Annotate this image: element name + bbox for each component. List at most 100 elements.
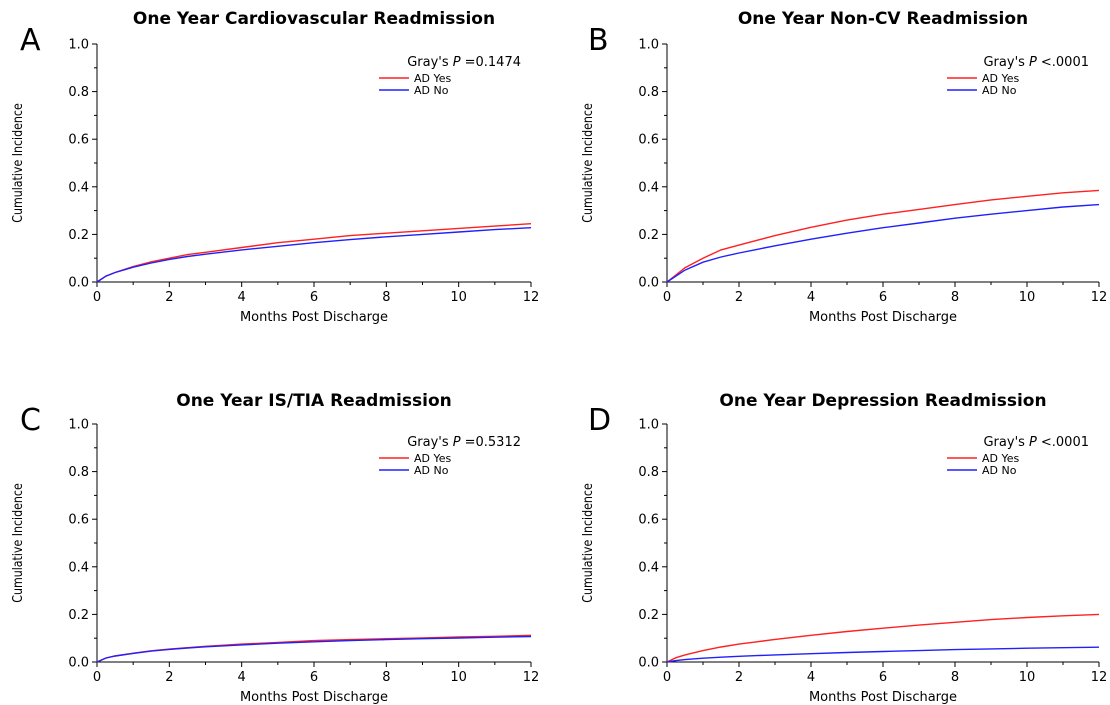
x-tick-label: 6 <box>879 670 887 685</box>
stat-value: =0.5312 <box>465 435 521 450</box>
y-tick-label: 1.0 <box>68 418 89 433</box>
y-tick-label: 1.0 <box>638 418 659 433</box>
y-axis-label: Cumulative Incidence <box>10 483 25 603</box>
y-tick-label: 0.6 <box>638 513 659 528</box>
y-tick-label: 0.6 <box>68 133 89 148</box>
series-line-ad-yes <box>96 634 532 663</box>
x-axis-label: Months Post Discharge <box>240 690 388 705</box>
series-line-ad-yes <box>666 613 1100 663</box>
x-tick-label: 8 <box>382 290 390 305</box>
panel-d: D One Year Depression Readmission 0.0 0.2 0.… <box>580 391 1107 705</box>
x-tick-label: 4 <box>807 670 815 685</box>
y-tick-label: 0.8 <box>638 85 659 100</box>
x-tick-label: 12 <box>1091 670 1108 685</box>
y-tick-label: 0.0 <box>638 656 659 671</box>
grays-p-statistic: Gray's P <.0001 <box>983 55 1089 70</box>
panel-b: B One Year Non-CV Readmission 0.0 0.2 0.4 0.6… <box>580 9 1107 325</box>
panel-letter: D <box>588 403 611 438</box>
grays-p-statistic: Gray's P =0.1474 <box>407 55 521 70</box>
x-tick-label: 10 <box>1019 670 1036 685</box>
chart-title: One Year IS/TIA Readmission <box>176 391 451 411</box>
stat-p: P <box>1029 55 1037 70</box>
legend-label: AD Yes <box>414 72 452 85</box>
y-axis-label-group: Cumulative Incidence <box>580 103 595 223</box>
chart-title: One Year Depression Readmission <box>719 391 1046 411</box>
stat-value: <.0001 <box>1041 435 1089 450</box>
y-tick-label: 0.2 <box>638 228 659 243</box>
legend-label: AD No <box>414 464 449 477</box>
series-line-ad-no <box>96 227 532 283</box>
panel-c: C One Year IS/TIA Readmission 0.0 0.2 0.4 0.6… <box>10 391 539 705</box>
x-tick-label: 12 <box>1091 290 1108 305</box>
x-tick-label: 4 <box>238 670 246 685</box>
chart-title: One Year Cardiovascular Readmission <box>133 9 495 29</box>
x-tick-label: 2 <box>165 290 173 305</box>
panel-a: A One Year Cardiovascular Readmission 0.0 0… <box>10 9 539 325</box>
series-line-ad-no <box>666 646 1100 663</box>
x-tick-label: 2 <box>165 670 173 685</box>
legend-label: AD No <box>414 84 449 97</box>
stat-p: P <box>453 435 461 450</box>
y-tick-label: 1.0 <box>638 38 659 53</box>
stat-prefix: Gray's <box>983 435 1029 450</box>
x-tick-label: 8 <box>951 290 959 305</box>
y-tick-label: 0.0 <box>68 656 89 671</box>
y-tick-label: 0.4 <box>68 180 89 195</box>
stat-prefix: Gray's <box>407 435 453 450</box>
series-line-ad-yes <box>96 223 532 283</box>
stat-value: =0.1474 <box>465 55 521 70</box>
x-tick-label: 6 <box>310 290 318 305</box>
grays-p-statistic: Gray's P <.0001 <box>983 435 1089 450</box>
x-tick-label: 12 <box>523 670 540 685</box>
y-tick-label: 0.4 <box>638 180 659 195</box>
y-tick-label: 0.0 <box>68 276 89 291</box>
y-tick-label: 0.8 <box>68 465 89 480</box>
x-tick-label: 4 <box>238 290 246 305</box>
x-tick-label: 8 <box>951 670 959 685</box>
x-tick-label: 2 <box>735 670 743 685</box>
stat-prefix: Gray's <box>983 55 1029 70</box>
y-tick-label: 0.6 <box>68 513 89 528</box>
legend-label: AD Yes <box>414 452 452 465</box>
y-tick-label: 0.4 <box>68 560 89 575</box>
x-tick-label: 10 <box>450 670 467 685</box>
x-axis-label: Months Post Discharge <box>240 310 388 325</box>
x-tick-label: 4 <box>807 290 815 305</box>
x-axis-label: Months Post Discharge <box>809 310 957 325</box>
grays-p-statistic: Gray's P =0.5312 <box>407 435 521 450</box>
stat-prefix: Gray's <box>407 55 453 70</box>
y-axis-label-group: Cumulative Incidence <box>580 483 595 603</box>
legend-label: AD Yes <box>982 452 1020 465</box>
chart-title: One Year Non-CV Readmission <box>738 9 1028 29</box>
y-tick-label: 1.0 <box>68 38 89 53</box>
x-tick-label: 0 <box>663 290 671 305</box>
y-tick-label: 0.4 <box>638 560 659 575</box>
y-axis-label-group: Cumulative Incidence <box>10 483 25 603</box>
x-tick-label: 10 <box>450 290 467 305</box>
x-tick-label: 6 <box>310 670 318 685</box>
panel-letter: A <box>20 23 41 58</box>
y-tick-label: 0.2 <box>638 608 659 623</box>
panel-letter: C <box>20 403 41 438</box>
y-tick-label: 0.0 <box>638 276 659 291</box>
x-tick-label: 0 <box>93 670 101 685</box>
x-tick-label: 8 <box>382 670 390 685</box>
x-tick-label: 6 <box>879 290 887 305</box>
x-tick-label: 2 <box>735 290 743 305</box>
y-tick-label: 0.8 <box>638 465 659 480</box>
stat-p: P <box>453 55 461 70</box>
x-tick-label: 10 <box>1019 290 1036 305</box>
y-axis-label-group: Cumulative Incidence <box>10 103 25 223</box>
legend-label: AD Yes <box>982 72 1020 85</box>
series-line-ad-yes <box>666 189 1100 283</box>
x-tick-label: 0 <box>93 290 101 305</box>
series-line-ad-no <box>666 203 1100 283</box>
y-tick-label: 0.8 <box>68 85 89 100</box>
y-axis-label: Cumulative Incidence <box>10 103 25 223</box>
y-axis-label: Cumulative Incidence <box>580 483 595 603</box>
x-tick-label: 12 <box>523 290 540 305</box>
panel-letter: B <box>588 23 609 58</box>
x-axis-label: Months Post Discharge <box>809 690 957 705</box>
y-tick-label: 0.6 <box>638 133 659 148</box>
